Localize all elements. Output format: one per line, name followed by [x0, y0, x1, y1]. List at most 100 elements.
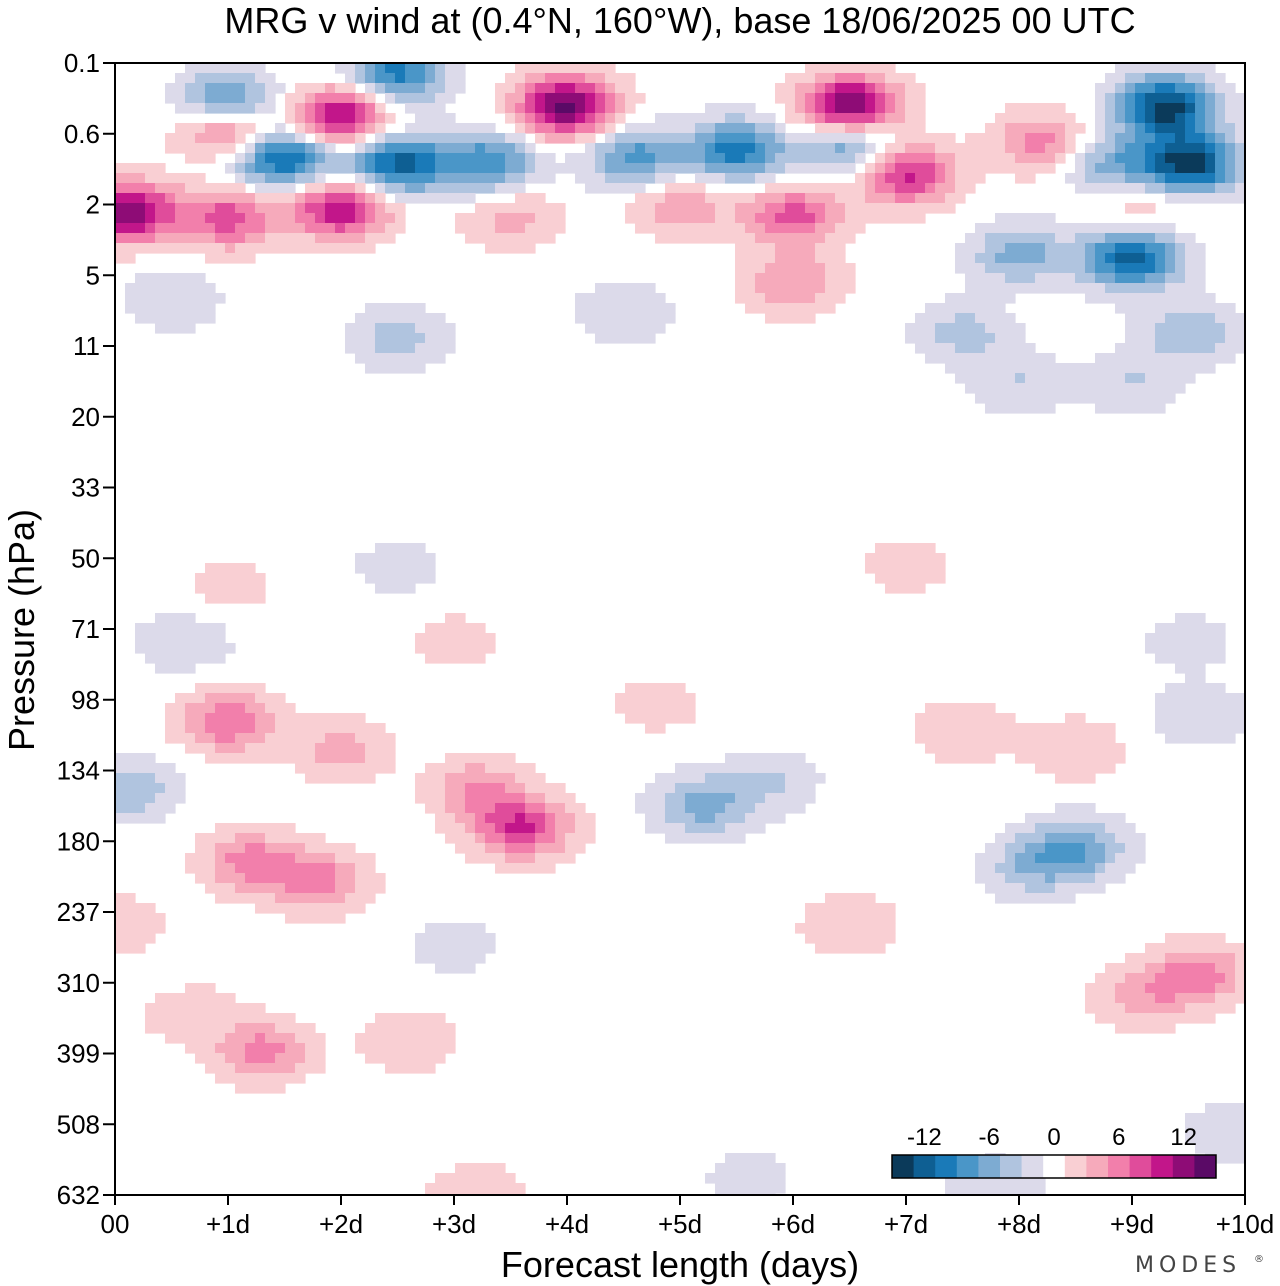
- heatmap-cell: [1115, 113, 1126, 124]
- y-tick-label: 33: [71, 473, 100, 503]
- heatmap-cell: [245, 143, 256, 154]
- heatmap-cell: [115, 933, 156, 944]
- heatmap-cell: [345, 223, 366, 234]
- heatmap-cell: [145, 1013, 296, 1024]
- heatmap-cell: [425, 73, 436, 84]
- heatmap-cell: [905, 143, 936, 154]
- heatmap-cell: [1105, 103, 1116, 114]
- heatmap-cell: [1145, 93, 1186, 104]
- y-axis: 0.1 0.6 2 5 11 20 33 50 71 98 134 180 237 310 399 508 63…: [57, 48, 115, 1210]
- heatmap-cell: [245, 1043, 286, 1054]
- heatmap-cell: [1155, 343, 1216, 354]
- heatmap-cell: [1195, 83, 1206, 94]
- heatmap-cell: [505, 93, 526, 104]
- heatmap-cell: [875, 183, 896, 194]
- heatmap-cell: [535, 843, 566, 854]
- heatmap-cell: [625, 93, 646, 104]
- heatmap-cell: [275, 723, 386, 734]
- heatmap-cell: [555, 833, 566, 844]
- heatmap-cell: [425, 63, 436, 74]
- heatmap-cell: [835, 103, 866, 114]
- heatmap-cell: [1025, 843, 1046, 854]
- heatmap-cell: [1015, 863, 1096, 874]
- heatmap-cell: [955, 183, 976, 194]
- y-tick-label: 399: [57, 1039, 100, 1069]
- heatmap-cell: [425, 83, 446, 94]
- heatmap-cell: [985, 123, 1006, 134]
- heatmap-cell: [185, 83, 206, 94]
- heatmap-cell: [395, 93, 436, 104]
- heatmap-cell: [1105, 853, 1116, 864]
- heatmap-cell: [375, 73, 396, 84]
- heatmap-cell: [1085, 173, 1126, 184]
- heatmap-cell: [315, 113, 326, 124]
- heatmap-cell: [325, 143, 336, 154]
- heatmap-cell: [835, 193, 866, 204]
- heatmap-cell: [1185, 1113, 1246, 1124]
- colorbar-swatch: [1151, 1155, 1174, 1178]
- heatmap-cell: [735, 203, 766, 214]
- heatmap-cell: [315, 143, 326, 154]
- heatmap-cell: [725, 803, 756, 814]
- heatmap-cell: [255, 193, 296, 204]
- heatmap-cell: [985, 343, 1036, 354]
- heatmap-cell: [725, 1153, 776, 1164]
- heatmap-cell: [365, 113, 376, 124]
- heatmap-cell: [365, 63, 376, 74]
- heatmap-cell: [535, 823, 546, 834]
- heatmap-cell: [385, 203, 406, 214]
- heatmap-cell: [885, 143, 906, 154]
- heatmap-cell: [115, 943, 146, 954]
- heatmap-cell: [1055, 233, 1076, 244]
- heatmap-cell: [1105, 843, 1126, 854]
- heatmap-cell: [555, 83, 576, 94]
- heatmap-cell: [825, 213, 846, 224]
- heatmap-cell: [225, 163, 236, 174]
- heatmap-cell: [1165, 153, 1206, 164]
- heatmap-cell: [425, 1183, 526, 1194]
- heatmap-cell: [305, 183, 326, 194]
- heatmap-cell: [1235, 983, 1246, 994]
- heatmap-cell: [505, 783, 526, 794]
- heatmap-cell: [365, 123, 376, 134]
- heatmap-cell: [885, 103, 896, 114]
- heatmap-cell: [995, 253, 1046, 264]
- heatmap-cell: [925, 183, 936, 194]
- heatmap-cell: [375, 123, 386, 134]
- heatmap-cell: [265, 843, 306, 854]
- heatmap-cell: [1095, 113, 1106, 124]
- heatmap-cell: [475, 823, 496, 834]
- heatmap-cell: [115, 173, 146, 184]
- heatmap-cell: [745, 303, 836, 314]
- heatmap-cell: [1095, 353, 1236, 364]
- heatmap-cell: [1025, 373, 1126, 384]
- heatmap-cell: [255, 153, 266, 164]
- heatmap-cell: [1125, 333, 1156, 344]
- heatmap-cell: [1065, 123, 1086, 134]
- heatmap-cell: [815, 103, 826, 114]
- heatmap-cell: [275, 1053, 306, 1064]
- heatmap-cell: [1165, 313, 1216, 324]
- heatmap-cell: [775, 153, 856, 164]
- heatmap-cell: [485, 243, 536, 254]
- heatmap-cell: [1085, 143, 1096, 154]
- heatmap-cell: [1135, 103, 1146, 114]
- heatmap-cell: [1005, 823, 1036, 834]
- heatmap-cell: [245, 163, 256, 174]
- heatmap-cell: [245, 173, 266, 184]
- heatmap-cell: [935, 173, 946, 184]
- heatmap-cell: [865, 193, 896, 204]
- heatmap-cell: [685, 793, 736, 804]
- heatmap-cell: [1015, 853, 1036, 864]
- heatmap-cell: [295, 163, 306, 174]
- heatmap-cell: [785, 163, 856, 174]
- heatmap-cell: [575, 113, 586, 124]
- heatmap-cell: [765, 263, 826, 274]
- heatmap-cell: [345, 323, 376, 334]
- heatmap-cell: [835, 93, 866, 104]
- heatmap-cell: [1235, 163, 1246, 174]
- heatmap-cell: [625, 203, 656, 214]
- heatmap-cell: [115, 813, 166, 824]
- heatmap-cell: [375, 543, 426, 554]
